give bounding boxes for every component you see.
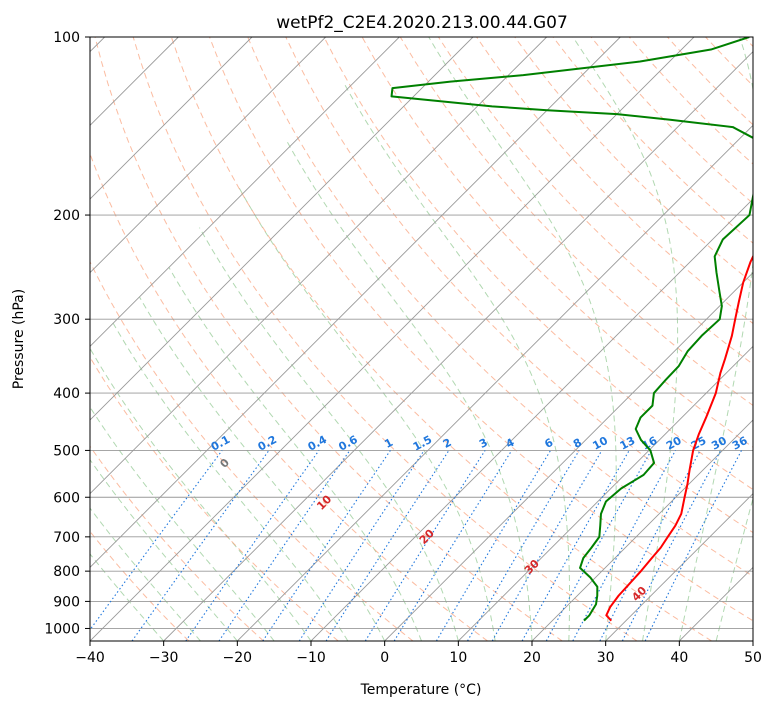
moist-adiabat-line <box>199 227 459 641</box>
temperature-profile-line <box>605 254 753 622</box>
x-axis-label: Temperature (°C) <box>360 682 482 698</box>
y-tick-label: 800 <box>53 564 80 580</box>
mixing-ratio-line <box>521 450 630 641</box>
mixing-ratio-label: 16 <box>640 434 660 453</box>
moist-adiabat-line <box>168 266 422 641</box>
moist-adiabat-line <box>715 496 753 641</box>
dry-adiabat-line <box>170 37 712 641</box>
isotherm-line <box>237 124 753 641</box>
y-tick-label: 100 <box>53 30 80 46</box>
dry-adiabat-line <box>247 37 753 577</box>
x-tick-label: 0 <box>380 650 389 666</box>
mixing-ratio-line <box>298 450 425 641</box>
moist-adiabat-line <box>678 37 753 641</box>
pressure-gridlines <box>90 37 753 629</box>
x-tick-label: −30 <box>149 650 179 666</box>
y-tick-label: 500 <box>53 443 80 459</box>
y-tick-label: 600 <box>53 490 80 506</box>
mixing-ratio-label: 36 <box>730 434 750 453</box>
isotherm-line <box>90 37 547 495</box>
isotherm-line <box>90 37 253 200</box>
isotherm-line <box>90 37 400 347</box>
isotherm-line <box>605 493 753 641</box>
isotherm-line <box>90 37 326 274</box>
mixing-ratio-label: 30 <box>709 434 729 453</box>
x-tick-label: −40 <box>75 650 105 666</box>
moist-adiabat-line <box>90 406 275 641</box>
isotherm-line <box>163 51 753 641</box>
dry-adiabat-line <box>90 260 414 641</box>
isotherm-line <box>90 37 474 421</box>
dry-adiabat-line <box>90 445 264 641</box>
mixing-ratio-label: 10 <box>590 434 610 453</box>
x-tick-label: 10 <box>449 650 467 666</box>
mixing-ratio-line <box>435 450 552 641</box>
isotherm-line <box>90 37 621 568</box>
moist-adiabat-line <box>110 318 349 641</box>
dry-adiabat-line <box>209 37 753 622</box>
x-tick-label: −20 <box>223 650 253 666</box>
moist-adiabat-line <box>428 37 617 641</box>
mixing-ratio-line <box>545 450 652 641</box>
x-tick-label: 40 <box>670 650 688 666</box>
dewpoint-profile-line <box>390 37 753 622</box>
isotherm-line <box>531 419 753 641</box>
dry-adiabat-line <box>323 37 753 491</box>
mixing-ratio-line <box>325 450 450 641</box>
chart-title: wetPf2_C2E4.2020.213.00.44.G07 <box>276 13 568 33</box>
mixing-ratio-line <box>131 450 270 641</box>
y-tick-label: 300 <box>53 312 80 328</box>
moist-adiabat-line <box>572 37 679 641</box>
dry-adiabat-line <box>514 37 753 284</box>
mixing-ratio-label: 13 <box>618 434 638 453</box>
moist-adiabat-line <box>138 296 386 641</box>
moist-adiabat-line <box>343 83 571 641</box>
mixing-ratio-line <box>467 450 580 641</box>
isotherm-line <box>384 272 753 641</box>
y-tick-label: 200 <box>53 208 80 224</box>
mixing-ratio-line <box>262 450 391 641</box>
x-tick-label: 50 <box>744 650 762 666</box>
isotherms <box>90 37 753 641</box>
y-tick-label: 700 <box>53 530 80 546</box>
moist-adiabat-line <box>238 187 496 641</box>
y-tick-label: 400 <box>53 386 80 402</box>
y-axis-ticks: 100 200 300 400 500 600 700 800 900 1000 <box>44 30 90 637</box>
dry-adiabat-line <box>90 356 339 641</box>
dry-adiabat-line <box>285 37 753 534</box>
dry-adiabat-line <box>476 37 753 325</box>
mixing-ratio-line <box>364 450 486 641</box>
mixing-ratio-line <box>218 450 351 641</box>
y-tick-label: 1000 <box>44 621 80 637</box>
dry-adiabat-line <box>132 37 638 641</box>
axes-frame <box>89 36 754 642</box>
mixing-ratio-label: 20 <box>664 434 684 453</box>
dry-adiabats <box>90 37 753 641</box>
y-axis-label: Pressure (hPa) <box>11 289 27 389</box>
x-tick-label: −10 <box>296 650 326 666</box>
plot-area: 0.10.20.40.611.52346810131620253036-100-… <box>90 37 753 641</box>
x-axis-ticks: −40 −30 −20 −10 0 10 20 30 40 50 <box>75 641 762 666</box>
y-tick-label: 900 <box>53 594 80 610</box>
dry-adiabat-line <box>94 37 563 641</box>
moist-adiabat-line <box>90 507 201 641</box>
x-tick-label: 20 <box>523 650 541 666</box>
isotherm-line <box>310 198 753 641</box>
isotherm-line <box>90 37 695 641</box>
mixing-ratio-line <box>393 450 513 641</box>
sounding-series <box>390 37 753 622</box>
mixing-ratio-line <box>491 450 603 641</box>
mixing-ratio-line <box>185 450 320 641</box>
mixing-ratio-line <box>621 450 722 641</box>
x-tick-label: 30 <box>597 650 615 666</box>
isotherm-line <box>458 345 753 641</box>
moist-adiabat-line <box>90 553 165 641</box>
mixing-ratio-line <box>644 450 742 641</box>
